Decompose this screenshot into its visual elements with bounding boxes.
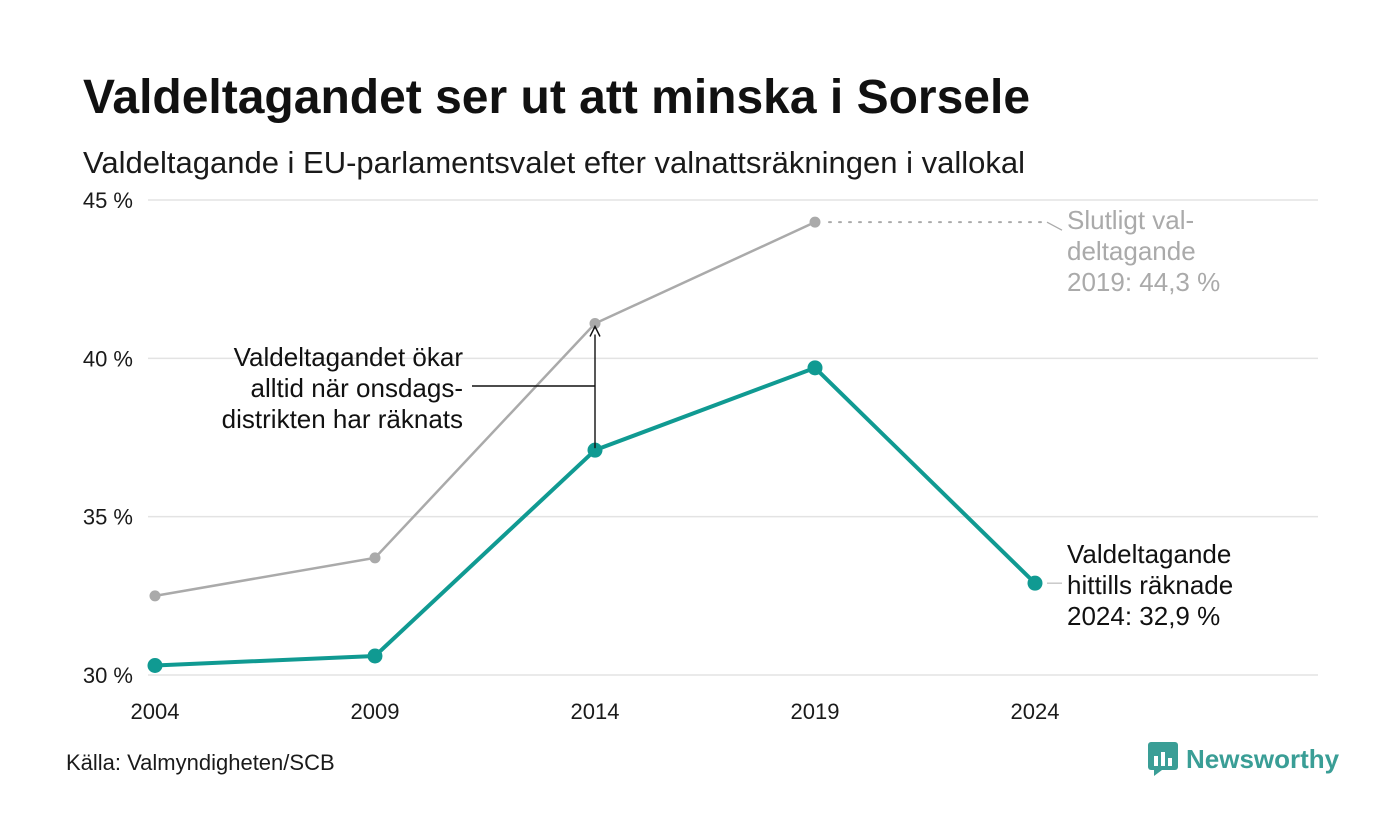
y-tick-label: 45 % [83, 188, 133, 213]
increase-arrow-head [589, 324, 601, 337]
data-point-counted [1027, 575, 1043, 591]
counted-value-label: Valdeltagande [1067, 539, 1231, 569]
data-point-final [589, 318, 601, 329]
final-value-label: deltagande [1067, 236, 1196, 266]
page-subtitle: Valdeltagande i EU-parlamentsvalet efter… [83, 145, 1026, 180]
x-tick-label: 2009 [351, 699, 400, 724]
data-point-final [809, 216, 821, 228]
x-tick-label: 2019 [791, 699, 840, 724]
x-tick-label: 2004 [131, 699, 180, 724]
source-note: Källa: Valmyndigheten/SCB [66, 750, 335, 775]
y-tick-label: 40 % [83, 346, 133, 371]
data-point-final [149, 590, 161, 602]
x-tick-label: 2024 [1011, 699, 1060, 724]
newsworthy-logo-icon [1148, 742, 1178, 776]
final-value-label: Slutligt val- [1067, 205, 1194, 235]
y-tick-label: 35 % [83, 505, 133, 530]
brand-name: Newsworthy [1186, 743, 1340, 774]
increase-note-label: Valdeltagandet ökar [234, 342, 464, 372]
page-title: Valdeltagandet ser ut att minska i Sorse… [83, 71, 1031, 124]
final-value-label: 2019: 44,3 % [1067, 267, 1220, 297]
increase-note-label: distrikten har räknats [222, 404, 463, 434]
y-tick-label: 30 % [83, 663, 133, 688]
data-point-counted [367, 648, 383, 664]
series-line-final [154, 221, 816, 598]
x-tick-label: 2014 [571, 699, 620, 724]
counted-value-label: hittills räknade [1067, 570, 1233, 600]
data-point-counted [147, 658, 163, 673]
data-point-counted [587, 442, 603, 458]
increase-note-label: alltid när onsdags- [251, 373, 463, 403]
counted-value-label: 2024: 32,9 % [1067, 601, 1220, 631]
final-label-tick [1046, 221, 1063, 231]
data-point-counted [807, 360, 823, 376]
data-point-final [369, 552, 381, 564]
brand-logo: Newsworthy [1148, 742, 1339, 776]
